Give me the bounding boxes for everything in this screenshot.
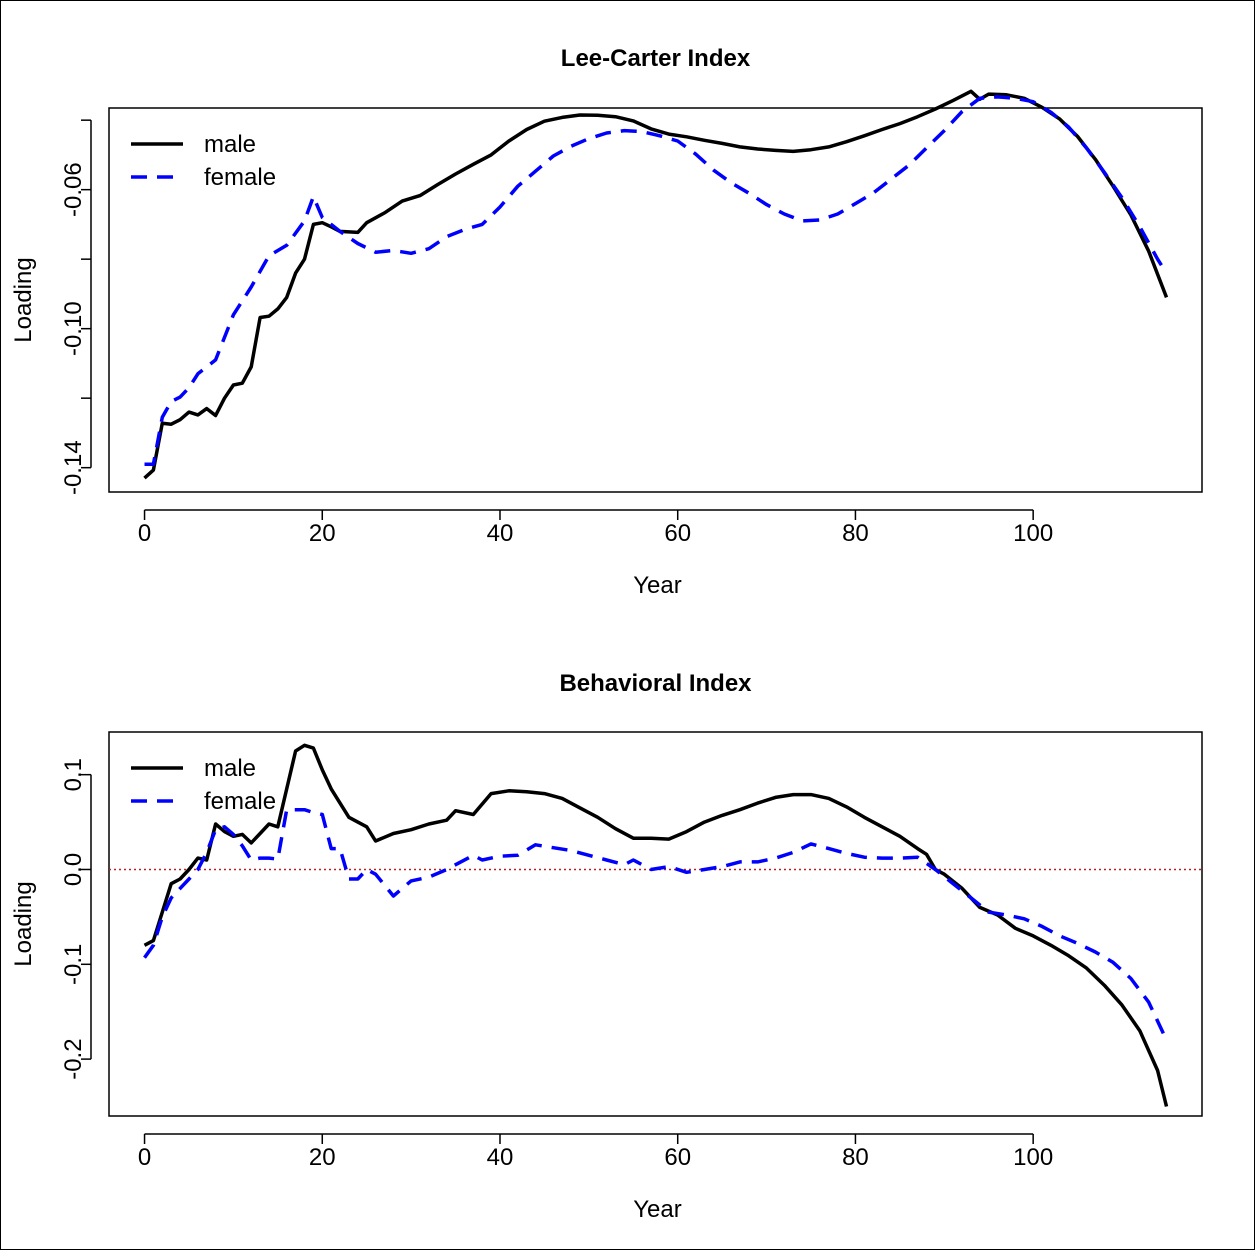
x-tick-label: 60 [664,520,691,547]
x-tick-label: 0 [138,520,151,547]
x-axis-label: Year [633,1196,682,1223]
y-tick-label: 0.1 [60,758,87,791]
y-axis-label: Loading [10,881,37,966]
x-tick-label: 0 [138,1144,151,1171]
legend-label-male: male [204,131,256,158]
x-tick-label: 60 [664,1144,691,1171]
legend-label-female: female [204,164,276,191]
legend-label-male: male [204,755,256,782]
series-line-female [143,807,1169,1041]
behavioral-panel: Behavioral Index 0 20 40 60 80 100 Year -0.2 -0.1… [10,670,1203,1223]
x-tick-label: 80 [842,1144,869,1171]
series-line-male [143,743,1169,1107]
legend-label-female: female [204,788,276,815]
series-line-female [144,95,1168,466]
y-tick-label: 0.0 [60,853,87,886]
plot-frame [108,731,1203,1117]
y-tick-label: -0.14 [60,440,87,495]
y-tick-label: -0.06 [60,162,87,217]
x-tick-label: 20 [309,1144,336,1171]
x-tick-label: 80 [842,520,869,547]
x-axis-label: Year [633,572,682,599]
lee-carter-panel: Lee-Carter Index 0 20 40 60 80 100 Year -0.14 -0.… [10,45,1203,599]
y-tick-label: -0.10 [60,301,87,356]
series-line-male [143,89,1169,480]
chart-title: Lee-Carter Index [561,45,751,72]
y-tick-label: -0.2 [60,1038,87,1079]
x-tick-label: 100 [1013,1144,1053,1171]
plot-frame [108,107,1203,493]
x-tick-label: 40 [487,1144,514,1171]
y-tick-label: -0.1 [60,944,87,985]
x-tick-label: 20 [309,520,336,547]
chart-title: Behavioral Index [559,670,752,697]
x-tick-label: 40 [487,520,514,547]
y-axis-label: Loading [10,257,37,342]
x-tick-label: 100 [1013,520,1053,547]
